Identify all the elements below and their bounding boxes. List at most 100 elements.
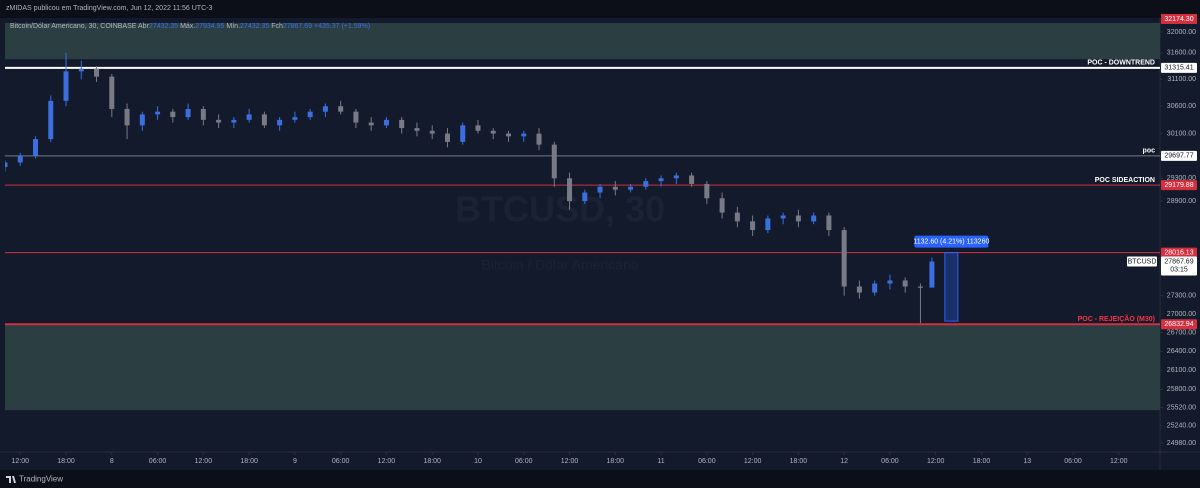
candle-body [155,111,161,115]
open-label: Abr [138,23,150,30]
brand: TradingView [6,475,63,484]
y-tick-label: 25240.00 [1167,423,1196,430]
symbol-tag-box [1127,256,1157,267]
level-price-box [1161,319,1197,330]
byline: zMIDAS publicou em TradingView.com, Jun … [6,5,212,12]
level-price: 31315.41 [1164,65,1193,72]
x-tick-label: 10 [474,458,482,465]
x-tick-label: 12:00 [378,458,396,465]
candle-body [734,212,740,222]
candle-body [841,230,847,287]
candle-body [429,130,435,134]
y-tick-label: 25520.00 [1167,404,1196,411]
candle-body [185,108,191,118]
x-tick-label: 18:00 [607,458,625,465]
candle-body [704,183,710,199]
symbol-tag: BTCUSD [1128,258,1157,265]
level-name: poc [1143,148,1156,155]
candle-body [63,71,69,101]
candle-body [597,186,603,193]
x-tick-label: 8 [110,458,114,465]
y-tick-label: 24980.00 [1167,440,1196,447]
header-bar [0,0,1200,18]
x-tick-label: 12 [840,458,848,465]
candle-body [475,125,481,131]
measure-label: 1132.60 (4.21%) 113260 [913,238,989,245]
candle-body [277,119,283,126]
candle-body [551,144,557,179]
x-tick-label: 18:00 [973,458,991,465]
close-value: 27867.69 [283,23,312,30]
x-tick-label: 06:00 [881,458,899,465]
candle-body [399,119,405,129]
level-name: POC - DOWNTREND [1087,60,1155,67]
y-tick-label: 26400.00 [1167,348,1196,355]
candle-body [628,186,634,190]
y-tick-label: 31600.00 [1167,50,1196,57]
candle-body [383,119,389,126]
x-tick-label: 12:00 [11,458,29,465]
watermark-sub: Bitcoin / Dólar Americano [481,257,638,273]
candle-body [261,114,267,126]
y-tick-label: 28900.00 [1167,198,1196,205]
x-tick-label: 18:00 [240,458,258,465]
candle-body [78,68,84,72]
x-tick-label: 18:00 [57,458,75,465]
candle-body [536,133,542,145]
plot-area: BTCUSD, 30 Bitcoin / Dólar Americano [5,22,1160,411]
candle-body [246,114,252,120]
candle-body [338,106,344,112]
candle-body [33,139,39,156]
x-tick-label: 11 [657,458,664,465]
y-tick-label: 30100.00 [1167,130,1196,137]
y-tick-label: 31100.00 [1167,76,1196,83]
last-price-box [1161,256,1197,276]
candle-body [521,133,527,137]
countdown: 03:15 [1170,266,1188,273]
candle-body [765,218,771,231]
level-price-box [1161,180,1197,191]
measure-range [944,252,959,322]
symbol: Bitcoin/Dólar Americano, 30, COINBASE [10,23,137,30]
low-value: 27432.35 [240,23,269,30]
candle-body [689,175,695,184]
candle-body [856,286,862,293]
candle-body [444,133,450,142]
candle-body [307,111,313,118]
candle-body [231,119,237,123]
x-tick-label: 06:00 [698,458,716,465]
y-tick-label: 27300.00 [1167,292,1196,299]
level-price: 29697.77 [1164,153,1193,160]
watermark: BTCUSD, 30 [455,189,665,230]
x-tick-label: 12:00 [927,458,945,465]
candle-body [567,178,573,202]
candle-body [673,175,679,179]
candle-body [887,280,893,284]
candle-body [811,215,817,222]
level-price: 29179.88 [1164,182,1193,189]
level-price-box [1161,150,1197,161]
y-tick-label: 27000.00 [1167,311,1196,318]
zone [5,22,1160,60]
x-tick-label: 12:00 [195,458,213,465]
candle-body [216,119,222,123]
candle-body [780,215,786,219]
candle-body [917,286,923,288]
change: +435.37 (+1.59%) [314,23,370,30]
candle-body [506,133,512,137]
candle-body [750,221,756,231]
last-price: 27867.69 [1164,258,1193,265]
candle-body [5,162,8,167]
candle-body [139,114,145,126]
open-value: 27432.35 [149,23,178,30]
candle-body [170,111,176,118]
high-label: Máx. [180,23,195,30]
candle-body [902,280,908,287]
candle-body [612,186,618,190]
candle-body [353,111,359,123]
footer-bar [0,470,1200,488]
high-value: 27934.95 [195,23,224,30]
x-tick-label: 06:00 [149,458,167,465]
y-tick-label: 29300.00 [1167,175,1196,182]
